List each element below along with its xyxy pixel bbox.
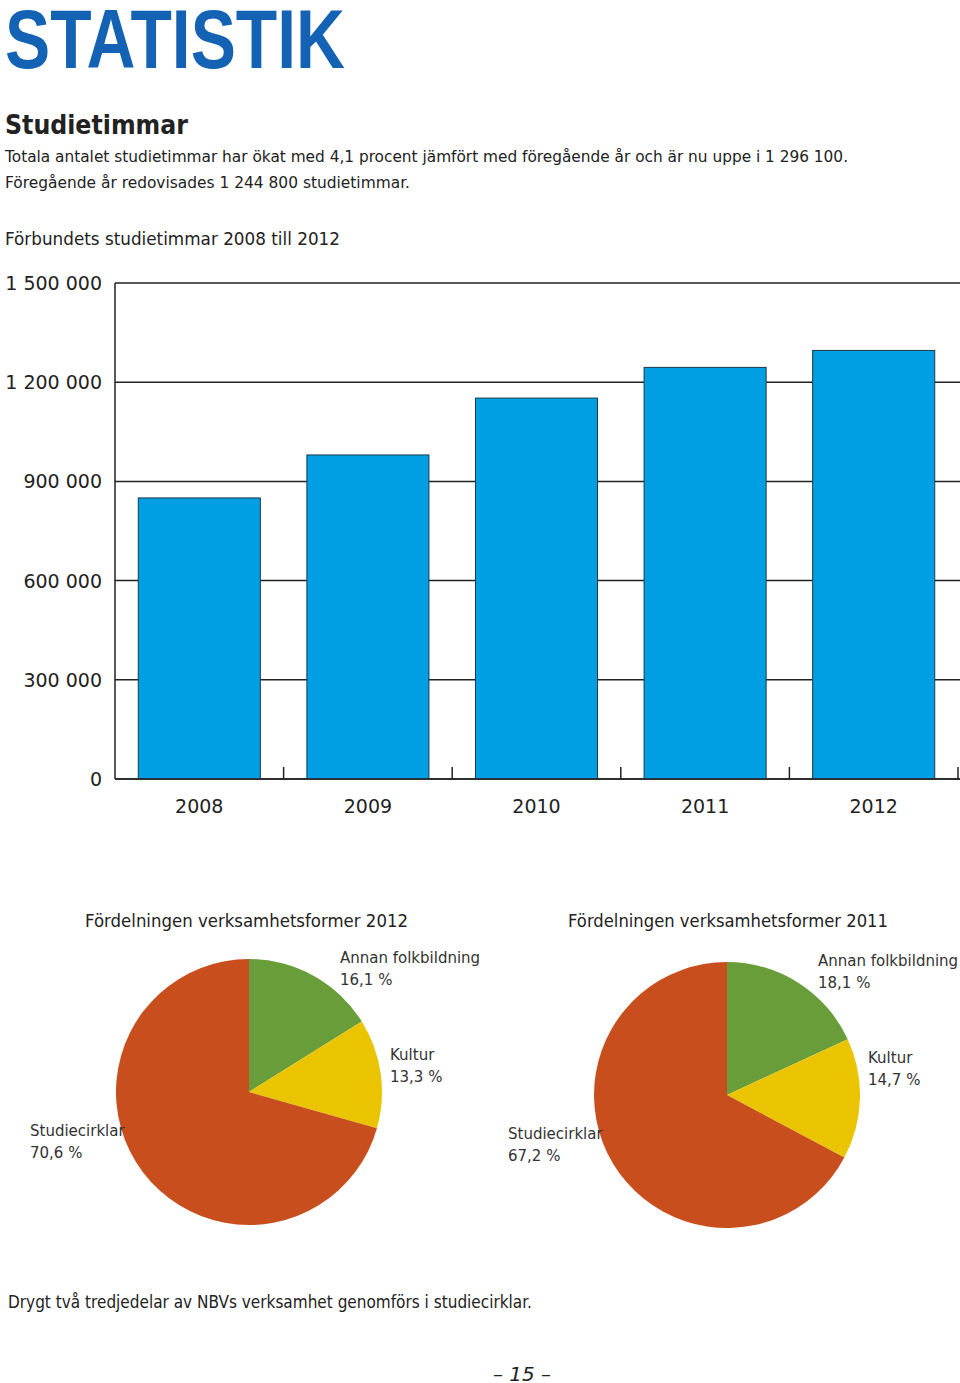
y-axis xyxy=(114,283,116,779)
slice-value: 67,2 % xyxy=(508,1147,560,1165)
category-separator xyxy=(957,767,959,779)
bar xyxy=(813,350,935,779)
slice-label: Studiecirklar xyxy=(30,1122,125,1140)
y-tick-label: 1 500 000 xyxy=(5,272,102,294)
y-tick-label: 900 000 xyxy=(23,470,102,492)
intro-line: Totala antalet studietimmar har ökat med… xyxy=(4,147,848,166)
intro-line: Föregående år redovisades 1 244 800 stud… xyxy=(5,173,410,192)
pie-chart: Fördelningen verksamhetsformer 2011 Annan… xyxy=(508,911,958,1228)
slice-value: 16,1 % xyxy=(340,971,392,989)
slice-label: Kultur xyxy=(390,1046,435,1064)
footnote: Drygt två tredjedelar av NBVs verksamhet… xyxy=(8,1291,532,1312)
pie-slice xyxy=(116,959,377,1225)
bar xyxy=(307,455,429,779)
x-axis xyxy=(115,778,960,780)
bar xyxy=(138,498,260,779)
category-separator xyxy=(283,767,285,779)
slice-label: Studiecirklar xyxy=(508,1125,603,1143)
pie-slice xyxy=(594,962,844,1228)
category-separator xyxy=(789,767,791,779)
bar xyxy=(644,367,766,779)
y-tick-label: 1 200 000 xyxy=(5,371,102,393)
slice-value: 70,6 % xyxy=(30,1144,82,1162)
chart-title: Fördelningen verksamhetsformer 2011 xyxy=(568,911,888,931)
page-number: – 15 – xyxy=(493,1362,551,1383)
grid-line xyxy=(115,778,960,780)
slice-value: 13,3 % xyxy=(390,1068,442,1086)
slice-value: 14,7 % xyxy=(868,1071,920,1089)
y-tick-label: 600 000 xyxy=(23,570,102,592)
slice-label: Annan folkbildning xyxy=(818,952,958,970)
page-header: STATISTIK xyxy=(5,0,345,86)
x-tick-label: 2009 xyxy=(344,795,392,817)
slice-label: Kultur xyxy=(868,1049,913,1067)
pie-chart: Fördelningen verksamhetsformer 2012 Annan… xyxy=(30,911,480,1225)
x-tick-label: 2011 xyxy=(681,795,729,817)
section-heading: Studietimmar xyxy=(5,109,189,140)
slice-label: Annan folkbildning xyxy=(340,949,480,967)
grid-line xyxy=(115,282,960,284)
x-tick-label: 2008 xyxy=(175,795,223,817)
chart-title: Förbundets studietimmar 2008 till 2012 xyxy=(5,229,340,249)
x-tick-label: 2012 xyxy=(850,795,898,817)
category-separator xyxy=(620,767,622,779)
y-tick-label: 300 000 xyxy=(23,669,102,691)
chart-title: Fördelningen verksamhetsformer 2012 xyxy=(85,911,408,931)
x-tick-label: 2010 xyxy=(512,795,560,817)
page: STATISTIK Studietimmar Totala antalet stud… xyxy=(0,0,960,1383)
category-separator xyxy=(451,767,453,779)
bar xyxy=(475,398,597,779)
bars xyxy=(138,350,934,779)
slice-value: 18,1 % xyxy=(818,974,870,992)
y-tick-label: 0 xyxy=(90,768,102,790)
bar-chart: Förbundets studietimmar 2008 till 2012 0 3… xyxy=(5,229,960,817)
